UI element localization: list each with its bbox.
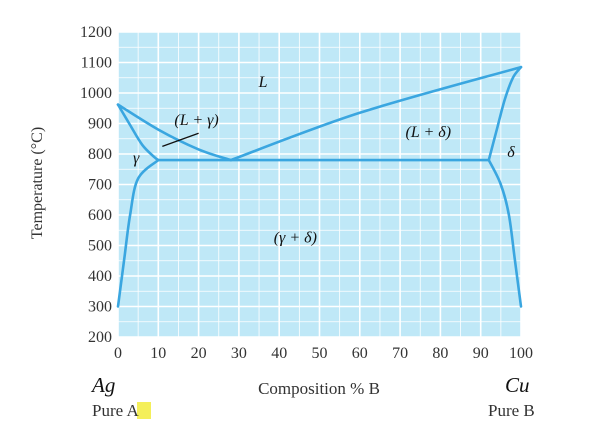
region-label: γ xyxy=(133,150,140,167)
pure-a-caption: Pure A xyxy=(92,401,139,420)
leader-line xyxy=(162,132,199,147)
x-tick-label: 0 xyxy=(114,345,122,362)
phase-boundaries xyxy=(116,65,523,308)
x-tick-label: 80 xyxy=(432,345,448,362)
region-label: (L + δ) xyxy=(406,124,452,141)
y-tick-label: 900 xyxy=(88,116,112,133)
y-axis-label: Temperature (°C) xyxy=(29,127,46,239)
y-tick-label: 300 xyxy=(88,299,112,316)
solidus-left-curve xyxy=(116,103,160,162)
gridlines xyxy=(117,31,522,338)
region-label: (L + γ) xyxy=(174,112,218,129)
region-labels: L (L + γ) (L + δ) γ δ (γ + δ) xyxy=(133,74,515,247)
y-tick-label: 700 xyxy=(88,177,112,194)
solvus-left-curve xyxy=(116,158,160,308)
region-label: δ xyxy=(507,144,515,161)
pure-b-caption: Pure B xyxy=(488,401,535,420)
y-tick-label: 1000 xyxy=(80,85,112,102)
tick-labels: 0 10 20 30 40 50 60 70 80 90 100 200 300 400 500 600 700… xyxy=(80,24,533,362)
pure-a-letter: A xyxy=(126,401,139,420)
solvus-right-curve xyxy=(487,158,523,308)
region-label: (γ + δ) xyxy=(274,229,317,246)
y-tick-label: 500 xyxy=(88,238,112,255)
highlight-mark xyxy=(137,402,151,419)
x-tick-label: 20 xyxy=(191,345,207,362)
y-tick-label: 1100 xyxy=(81,55,112,72)
liquidus-right-curve xyxy=(229,65,523,162)
y-tick-label: 1200 xyxy=(80,24,112,41)
y-tick-label: 800 xyxy=(88,146,112,163)
x-tick-label: 50 xyxy=(312,345,328,362)
x-tick-label: 40 xyxy=(271,345,287,362)
y-tick-label: 200 xyxy=(88,329,112,346)
x-tick-label: 10 xyxy=(150,345,166,362)
y-tick-label: 600 xyxy=(88,207,112,224)
x-tick-label: 60 xyxy=(352,345,368,362)
solidus-right-curve xyxy=(487,65,523,162)
x-tick-label: 30 xyxy=(231,345,247,362)
y-tick-label: 400 xyxy=(88,268,112,285)
right-element-label: Cu xyxy=(505,373,530,397)
x-axis-label: Composition % B xyxy=(258,379,380,398)
x-tick-label: 70 xyxy=(392,345,408,362)
x-tick-label: 100 xyxy=(509,345,533,362)
region-label: L xyxy=(258,74,268,91)
x-tick-label: 90 xyxy=(473,345,489,362)
pure-a-prefix: Pure xyxy=(92,401,126,420)
left-element-label: Ag xyxy=(90,373,115,397)
